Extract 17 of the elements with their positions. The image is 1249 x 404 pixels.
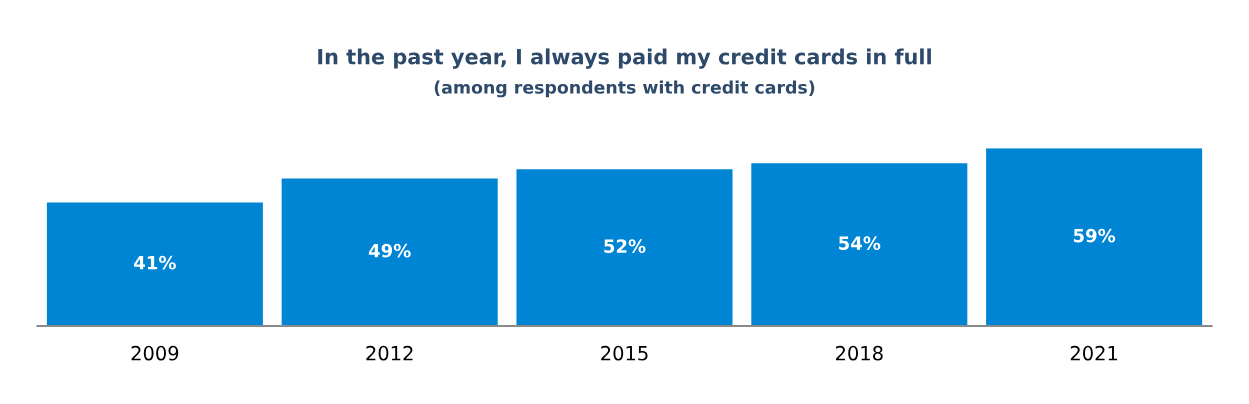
bar [751, 163, 968, 327]
x-tick-label: 2009 [131, 345, 179, 361]
bar [516, 169, 733, 327]
x-tick-label: 2012 [366, 345, 413, 361]
bar [281, 178, 498, 327]
data-label: 59% [1073, 228, 1116, 243]
data-label: 52% [604, 239, 646, 253]
data-label: 49% [368, 243, 411, 258]
x-tick-label: 2021 [1070, 345, 1118, 361]
chart-subtitle: (among respondents with credit cards) [434, 80, 815, 98]
data-label: 41% [134, 255, 176, 270]
x-tick-label: 2015 [601, 345, 648, 361]
bar [986, 148, 1203, 327]
data-label: 54% [839, 236, 881, 250]
chart-title: In the past year, I always paid my credit cards in full [318, 48, 931, 69]
bar [46, 202, 263, 327]
x-tick-label: 2018 [835, 345, 883, 361]
